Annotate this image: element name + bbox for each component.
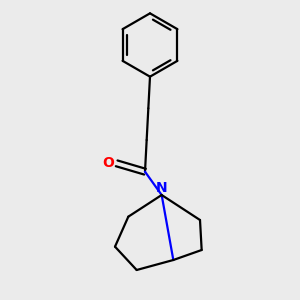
Text: N: N <box>156 181 167 195</box>
Text: O: O <box>102 156 114 170</box>
